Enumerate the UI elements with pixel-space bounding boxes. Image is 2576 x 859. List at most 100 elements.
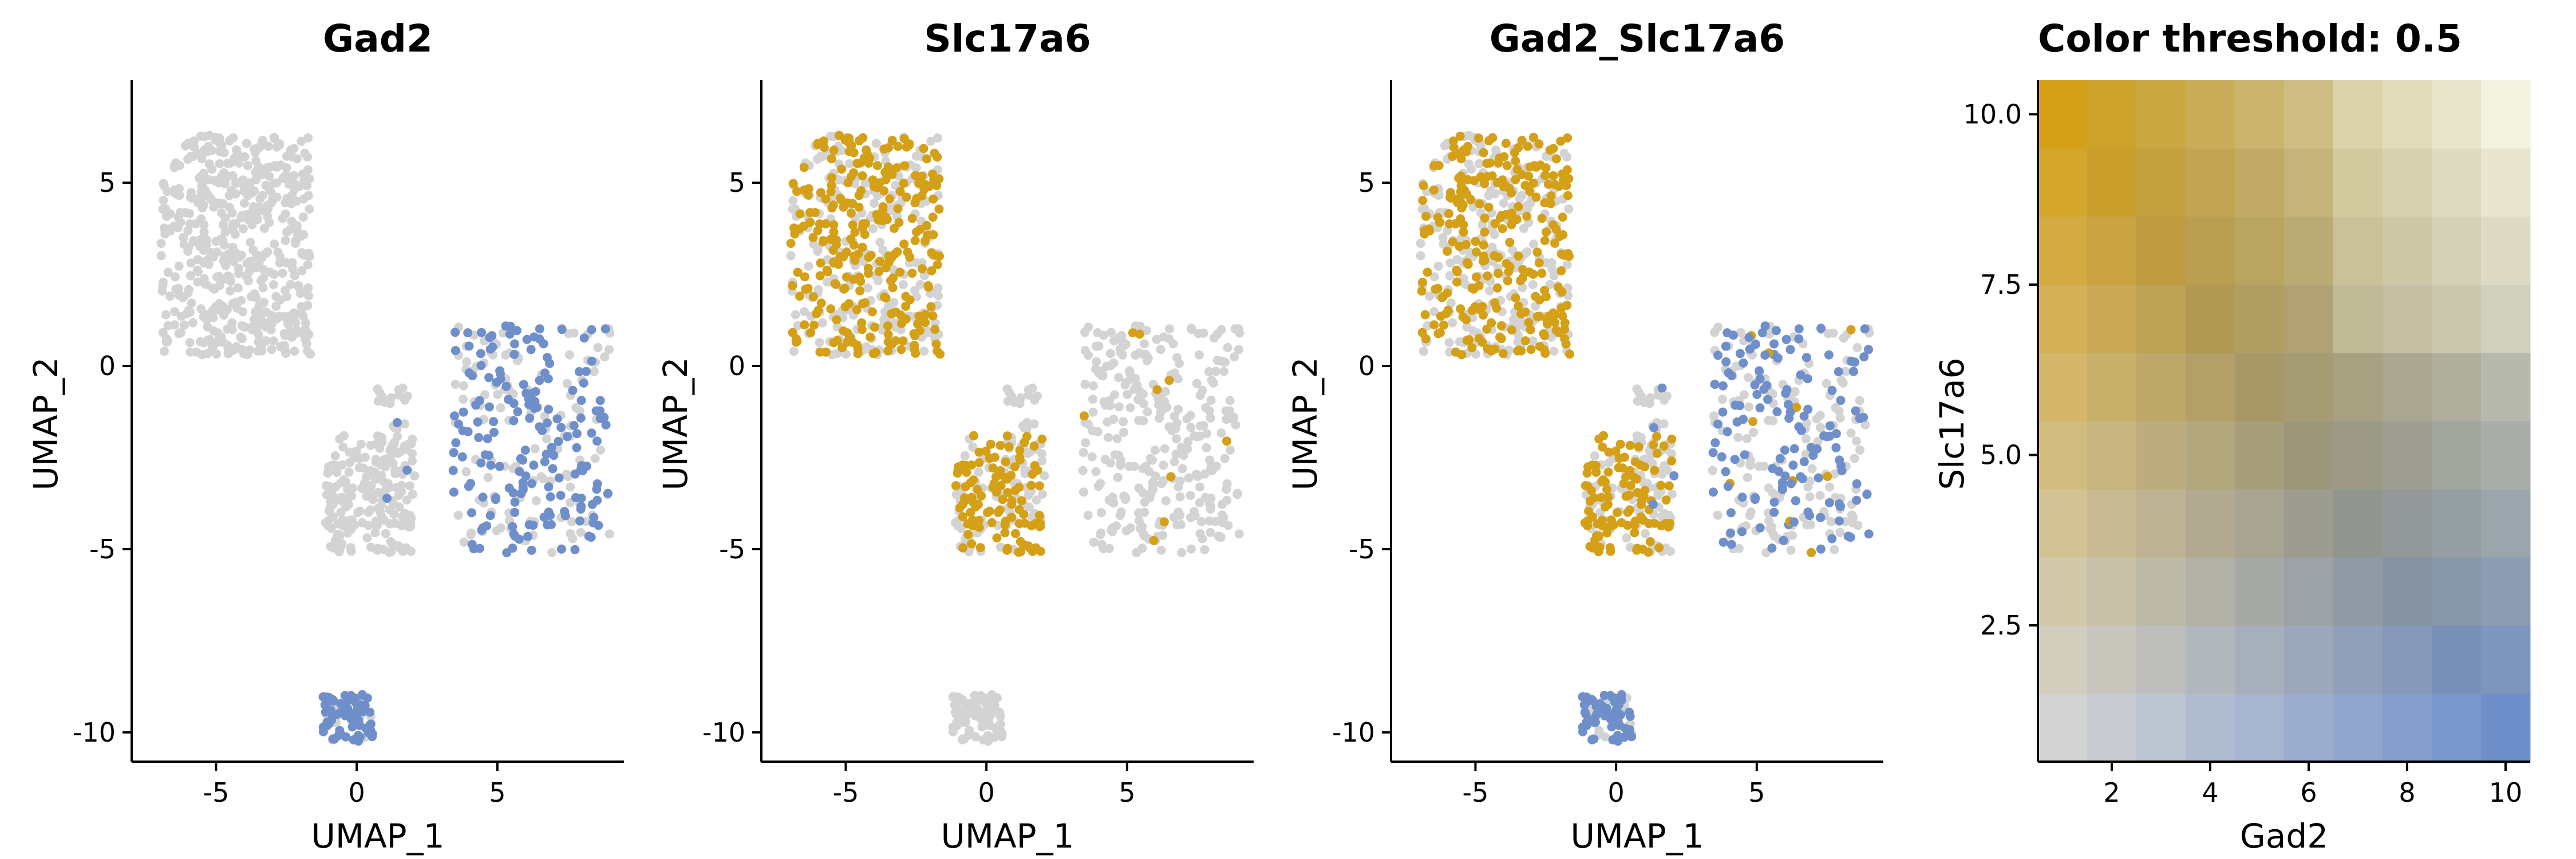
heatmap-cell [2432, 421, 2482, 490]
cell-point [405, 481, 414, 491]
expressing-cell-point [489, 428, 499, 437]
cell-point [875, 238, 885, 247]
expressing-cell-point [1752, 389, 1762, 399]
expressing-cell-point [1767, 543, 1777, 553]
cell-point [227, 208, 237, 218]
expressing-cell-point [368, 732, 377, 742]
cell-point [1209, 333, 1219, 343]
cell-point [349, 520, 359, 530]
cell-point [1186, 411, 1195, 420]
cell-point [165, 209, 175, 219]
expressing-cell-point [1560, 318, 1570, 328]
expressing-cell-point [826, 187, 836, 196]
expressing-cell-point [1590, 535, 1600, 545]
expressing-cell-point [509, 350, 519, 359]
expressing-cell-point [1654, 543, 1664, 553]
cell-point [253, 165, 263, 174]
cell-point [330, 451, 340, 460]
cell-point [338, 515, 347, 525]
cell-point [1161, 496, 1171, 506]
expressing-cell-point [880, 292, 889, 302]
expressing-cell-point [1852, 479, 1862, 488]
heatmap-cell [2186, 216, 2235, 285]
expressing-cell-point [1524, 171, 1534, 181]
expressing-cell-point [1755, 523, 1765, 533]
cell-point [789, 346, 799, 356]
cell-point [1037, 456, 1047, 466]
cell-point [215, 299, 224, 309]
expressing-cell-point [1807, 547, 1816, 557]
expressing-cell-point [1010, 462, 1020, 472]
expressing-cell-point [895, 187, 905, 196]
expressing-cell-point [1850, 357, 1860, 367]
y-tick-label: 0 [1358, 350, 1375, 381]
expressing-cell-point [1721, 357, 1731, 367]
expressing-cell-point [1774, 467, 1784, 476]
cell-point [231, 298, 240, 308]
cell-point [1199, 328, 1208, 338]
cell-point [1187, 324, 1196, 333]
expressing-cell-point [1665, 518, 1675, 528]
heatmap-cell [2235, 557, 2285, 626]
expressing-cell-point [467, 371, 477, 380]
expressing-cell-point [892, 163, 902, 172]
expressing-cell-point [1014, 547, 1024, 557]
expressing-cell-point [1551, 154, 1561, 164]
cell-point [1109, 498, 1119, 508]
expressing-cell-point [1621, 472, 1630, 482]
expressing-cell-point [961, 460, 971, 470]
cell-point [1140, 507, 1149, 517]
cell-point [1101, 361, 1111, 371]
cell-point [1211, 367, 1220, 376]
cell-point [1093, 482, 1103, 491]
expressing-cell-point [1803, 374, 1812, 384]
cell-point [1801, 434, 1811, 444]
expressing-cell-point [1657, 521, 1666, 531]
expressing-cell-point [832, 315, 841, 325]
cell-point [335, 434, 345, 444]
expressing-cell-point [510, 531, 520, 541]
cell-point [216, 332, 226, 341]
expressing-cell-point [1614, 454, 1624, 463]
expressing-cell-point [467, 539, 477, 549]
cell-point [373, 396, 383, 406]
heatmap-cell [2481, 148, 2531, 217]
cell-point [571, 403, 581, 412]
cell-point [1134, 483, 1144, 493]
cell-point [974, 467, 983, 477]
cell-point [1133, 395, 1143, 404]
x-tick-label: 2 [2103, 777, 2120, 808]
cell-point [793, 321, 803, 330]
cell-point [1114, 402, 1124, 412]
cell-point [196, 131, 206, 141]
expressing-cell-point [1507, 220, 1516, 230]
panel-title: Color threshold: 0.5 [2038, 17, 2462, 61]
cell-point [1745, 511, 1755, 521]
cell-point [290, 271, 299, 281]
heatmap-cell [2235, 421, 2285, 490]
expressing-cell-point [835, 252, 845, 261]
expressing-cell-point [931, 339, 941, 349]
expressing-cell-point [1164, 376, 1174, 385]
expressing-cell-point [877, 208, 887, 218]
cell-point [1508, 245, 1518, 255]
cell-point [1202, 443, 1211, 452]
expressing-cell-point [1003, 488, 1013, 498]
expressing-cell-point [1612, 706, 1622, 715]
expressing-cell-point [486, 460, 496, 470]
expressing-cell-point [912, 194, 922, 203]
expressing-cell-point [1484, 136, 1494, 145]
expressing-cell-point [515, 467, 524, 476]
expressing-cell-point [907, 214, 917, 223]
expressing-cell-point [1827, 385, 1837, 395]
expressing-cell-point [1531, 291, 1540, 301]
cell-point [329, 543, 338, 553]
cell-point [197, 154, 207, 164]
cell-point [1093, 427, 1103, 436]
expressing-cell-point [919, 144, 929, 153]
expressing-cell-point [874, 215, 883, 225]
cell-point [366, 505, 375, 515]
cell-point [233, 178, 243, 187]
expressing-cell-point [828, 246, 838, 255]
cell-point [381, 529, 390, 538]
